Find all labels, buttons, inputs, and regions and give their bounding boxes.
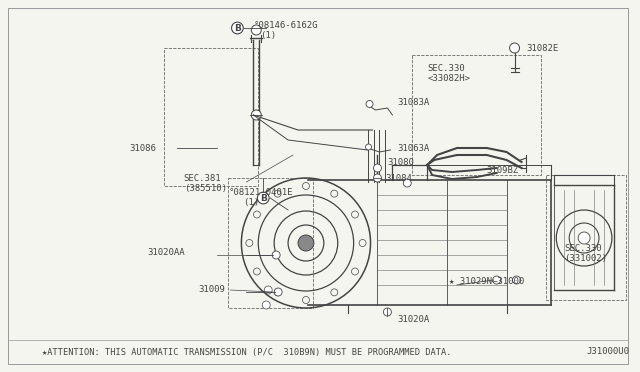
Bar [228,178,313,308]
Text: ★ 31029N—31000: ★ 31029N—31000 [449,278,524,286]
Text: SEC.381: SEC.381 [184,173,221,183]
Text: SEC.330: SEC.330 [427,64,465,73]
Bar [164,48,259,186]
Text: ★ATTENTION: THIS AUTOMATIC TRANSMISSION (P/C  310B9N) MUST BE PROGRAMMED DATA.: ★ATTENTION: THIS AUTOMATIC TRANSMISSION … [42,347,451,356]
Circle shape [262,301,270,309]
Text: 31063A: 31063A [397,144,429,153]
Text: 31084: 31084 [385,173,412,183]
Circle shape [252,25,261,35]
Text: °08121-0401E: °08121-0401E [228,187,293,196]
Circle shape [272,251,280,259]
Circle shape [374,174,381,182]
Text: (1): (1) [243,198,259,206]
Circle shape [403,179,412,187]
Text: 31086: 31086 [129,144,156,153]
Circle shape [252,110,261,120]
Circle shape [374,164,381,172]
Text: SEC.330: SEC.330 [564,244,602,253]
Text: <33082H>: <33082H> [427,74,470,83]
Bar [412,55,541,175]
Text: 31082E: 31082E [527,44,559,52]
Circle shape [365,144,371,150]
Text: (385510): (385510) [184,183,227,192]
Text: 31020A: 31020A [397,315,429,324]
Circle shape [578,232,590,244]
Circle shape [383,308,392,316]
Text: B: B [234,23,241,32]
Circle shape [366,100,373,108]
Text: 31080: 31080 [387,157,414,167]
Circle shape [298,235,314,251]
Text: B: B [260,193,267,202]
Circle shape [493,276,500,284]
Text: 31083A: 31083A [397,97,429,106]
Text: °08146-6162G: °08146-6162G [253,20,318,29]
Circle shape [274,288,282,296]
Bar [547,175,626,300]
Circle shape [513,276,520,284]
Text: (1): (1) [260,31,276,39]
Circle shape [509,43,520,53]
Text: 3109BZ: 3109BZ [487,166,519,174]
Text: J31000U0: J31000U0 [586,347,629,356]
Text: 31009: 31009 [198,285,225,295]
Circle shape [264,286,272,294]
Text: (331002): (331002) [564,253,607,263]
Text: 31020AA: 31020AA [147,247,185,257]
